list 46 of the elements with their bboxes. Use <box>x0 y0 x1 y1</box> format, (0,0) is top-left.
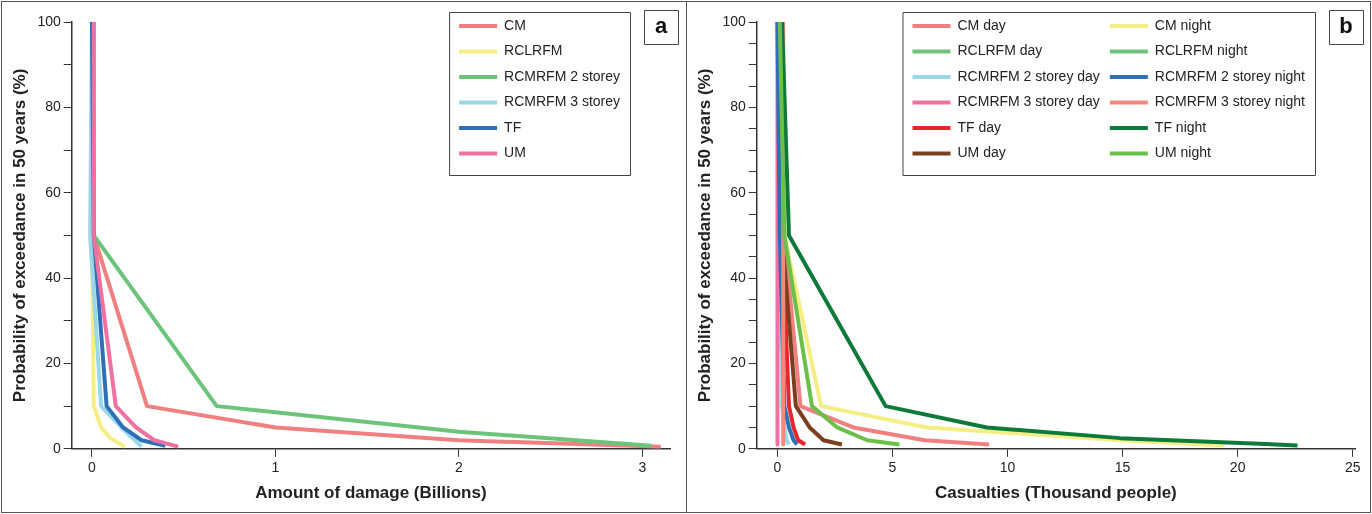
legend-label: CM <box>504 16 526 33</box>
y-tick-label: 60 <box>730 183 746 200</box>
x-axis-title: Casualties (Thousand people) <box>934 483 1177 503</box>
legend-label: UM day <box>957 144 1006 161</box>
x-tick-label: 25 <box>1344 459 1361 476</box>
y-tick-label: 20 <box>45 354 61 371</box>
legend-label: CM night <box>1154 16 1211 33</box>
y-tick-label: 40 <box>45 268 61 285</box>
x-tick-label: 5 <box>888 459 897 476</box>
x-tick-label: 2 <box>455 459 464 476</box>
legend-label: RCMRFM 2 storey night <box>1154 67 1306 84</box>
y-tick-label: 100 <box>37 12 61 29</box>
x-tick-label: 10 <box>999 459 1016 476</box>
legend-label: TF night <box>1154 118 1207 135</box>
legend-label: RCMRFM 3 storey day <box>957 93 1100 110</box>
annotation: b <box>1339 13 1353 39</box>
legend-label: CM day <box>957 16 1006 33</box>
y-tick-label: 60 <box>45 183 61 200</box>
y-tick-label: 0 <box>52 439 61 456</box>
legend-label: TF <box>504 118 522 135</box>
legend-label: UM <box>504 144 526 161</box>
legend-label: RCLRFM day <box>957 42 1043 59</box>
legend-label: RCMRFM 3 storey night <box>1154 93 1306 110</box>
y-tick-label: 80 <box>730 98 746 115</box>
legend-label: RCMRFM 3 storey <box>504 93 621 110</box>
y-tick-label: 20 <box>730 354 746 371</box>
legend-label: TF day <box>957 118 1002 135</box>
x-tick-label: 3 <box>638 459 647 476</box>
x-tick-label: 0 <box>88 459 97 476</box>
legend-label: RCMRFM 2 storey <box>504 67 621 84</box>
x-tick-label: 20 <box>1229 459 1246 476</box>
annotation: a <box>654 13 668 39</box>
y-tick-label: 100 <box>722 12 746 29</box>
legend-label: RCMRFM 2 storey day <box>957 67 1100 84</box>
y-tick-label: 80 <box>45 98 61 115</box>
legend-label: RCLRFM night <box>1154 42 1248 59</box>
legend-label: UM night <box>1154 144 1211 161</box>
y-tick-label: 0 <box>737 439 746 456</box>
y-axis-title: Probability of exceedance in 50 years (%) <box>9 68 29 403</box>
x-tick-label: 15 <box>1114 459 1131 476</box>
x-axis-title: Amount of damage (Billions) <box>255 483 487 503</box>
x-tick-label: 0 <box>773 459 782 476</box>
x-tick-label: 1 <box>271 459 280 476</box>
y-tick-label: 40 <box>730 268 746 285</box>
y-axis-title: Probability of exceedance in 50 years (%) <box>694 68 714 403</box>
legend-label: RCLRFM <box>504 42 563 59</box>
